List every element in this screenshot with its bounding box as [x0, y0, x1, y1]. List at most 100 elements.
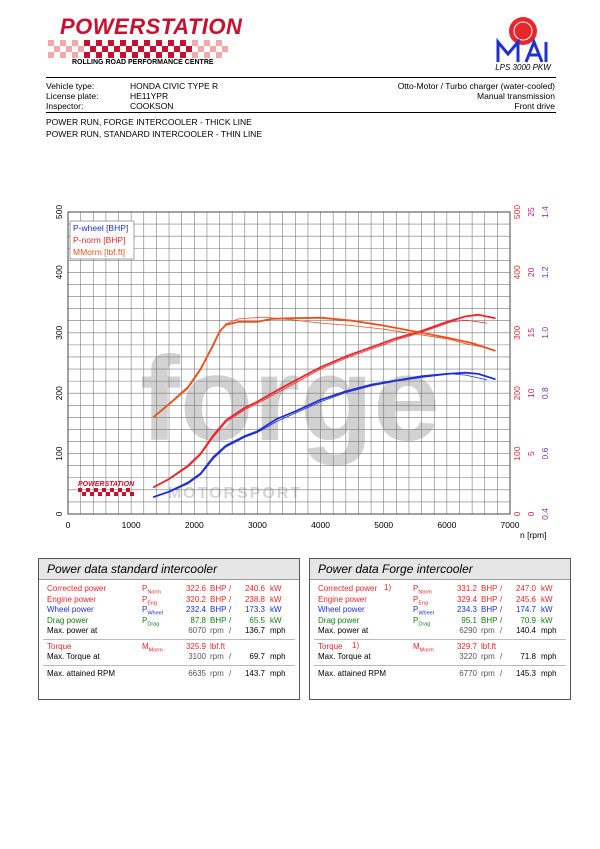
- checker-square: [72, 52, 78, 58]
- row-unit-2: kW: [270, 584, 282, 593]
- row-divider: /: [500, 668, 503, 678]
- row-unit-2: kW: [541, 605, 553, 614]
- row-unit-2: kW: [541, 594, 553, 604]
- y-left-tick-label: 0: [54, 511, 64, 516]
- checker-square: [102, 46, 108, 52]
- row-label: Engine power: [47, 594, 96, 604]
- y-right-power-tick-label: 400: [512, 265, 522, 279]
- y-right-ratio-tick-label: 0.8: [540, 387, 550, 399]
- x-axis-label: n [rpm]: [520, 530, 546, 540]
- logo-title: POWERSTATION: [60, 14, 243, 39]
- maha-logo: [496, 17, 548, 63]
- chart-logo-square: [122, 492, 126, 496]
- row-symbol-subscript: Wheel: [147, 610, 163, 617]
- row-unit-1: BHP: [210, 584, 227, 593]
- legend-entry-p-wheel: P-wheel [BHP]: [73, 223, 128, 233]
- license-plate-value: HE11YPR: [130, 91, 169, 101]
- row-symbol: PDrag: [142, 615, 160, 628]
- row-unit-2: kW: [541, 615, 553, 625]
- row-value-1: 87.8: [190, 615, 206, 625]
- license-plate-label: License plate:: [46, 91, 99, 101]
- checker-square: [174, 46, 180, 52]
- row-value-1: 95.1: [461, 615, 477, 625]
- checker-square: [54, 46, 60, 52]
- checker-square: [198, 46, 204, 52]
- row-value-2: 70.9: [520, 615, 536, 625]
- y-right-ratio-tick-label: 1.0: [540, 327, 550, 339]
- table-separator: [43, 664, 295, 666]
- row-value-1: 6070: [188, 626, 206, 635]
- row-label: Max. power at: [47, 626, 98, 635]
- checker-square: [180, 52, 186, 58]
- power-data-tables: Power data standard intercooler Corrected…: [38, 558, 571, 700]
- row-unit-1: BHP: [481, 594, 498, 604]
- row-symbol-subscript: Drag: [418, 621, 431, 628]
- checker-square: [162, 46, 168, 52]
- checker-square: [84, 40, 90, 46]
- legend-box: [69, 220, 135, 260]
- table-separator: [314, 638, 566, 640]
- row-unit-1: BHP: [210, 615, 227, 625]
- max-rpm-unit: rpm: [481, 668, 495, 678]
- y-left-tick-label: 300: [54, 325, 64, 339]
- row-divider: /: [500, 584, 503, 593]
- checker-square: [114, 46, 120, 52]
- drive-type: Front drive: [514, 101, 555, 111]
- max-rpm-value: 6635: [188, 668, 206, 678]
- max-rpm-speed-unit: mph: [270, 668, 286, 678]
- torque-unit: lbf.ft: [210, 641, 226, 651]
- row-symbol: PWheel: [142, 605, 163, 617]
- row-divider: /: [500, 652, 503, 661]
- row-value-1: 232.4: [185, 605, 206, 614]
- watermark-subtext: MOTORSPORT: [168, 485, 302, 502]
- run-line-standard: POWER RUN, STANDARD INTERCOOLER - THIN L…: [46, 129, 262, 139]
- dyno-model: LPS 3000 PKW: [495, 63, 551, 72]
- max-torque-rpm: 3100: [188, 652, 206, 661]
- vehicle-type-label: Vehicle type:: [46, 81, 95, 91]
- table-title: Power data standard intercooler: [39, 559, 299, 580]
- checker-square: [168, 52, 174, 58]
- checker-square: [138, 46, 144, 52]
- chart-logo-square: [78, 488, 82, 492]
- y-right-torque-tick-label: 20: [526, 267, 536, 277]
- checker-square: [66, 46, 72, 52]
- row-value-1: 6290: [459, 626, 477, 635]
- max-torque-speed: 69.7: [249, 652, 265, 661]
- header-rule-bottom: [46, 112, 556, 113]
- checker-square: [48, 52, 54, 58]
- legend-entry-p-norm: P-norm [BHP]: [73, 235, 125, 245]
- y-right-ratio-tick-label: 1.4: [540, 206, 550, 218]
- x-tick-label: 3000: [248, 520, 267, 530]
- checker-square: [84, 52, 90, 58]
- checker-square: [78, 46, 84, 52]
- torque-symbol: MMorm: [413, 641, 434, 654]
- row-label: Corrected power: [318, 584, 378, 593]
- checker-square: [168, 40, 174, 46]
- logo-subtitle: ROLLING ROAD PERFORMANCE CENTRE: [72, 59, 214, 66]
- row-symbol-subscript: Eng: [147, 600, 158, 607]
- torque-label: Torque: [47, 641, 72, 651]
- transmission: Manual transmission: [477, 91, 555, 101]
- table-separator: [314, 664, 566, 666]
- row-symbol: PDrag: [413, 615, 431, 628]
- row-symbol: PWheel: [413, 605, 434, 617]
- row-divider: /: [229, 668, 232, 678]
- torque-symbol: MMorm: [142, 641, 163, 654]
- max-rpm-unit: rpm: [210, 668, 224, 678]
- x-tick-label: 6000: [437, 520, 456, 530]
- checker-square: [120, 40, 126, 46]
- y-right-torque-tick-label: 5: [526, 451, 536, 456]
- max-rpm-label: Max. attained RPM: [47, 668, 116, 678]
- checker-square: [192, 52, 198, 58]
- row-symbol-subscript: Norm: [147, 589, 161, 596]
- x-tick-label: 1000: [122, 520, 141, 530]
- table-separator: [43, 638, 295, 640]
- series-line-standard-mmorm-lbf-ft: [152, 316, 488, 418]
- y-right-torque-tick-label: 0: [526, 511, 536, 516]
- row-label: Corrected power: [47, 584, 107, 593]
- y-right-ratio-tick-label: 0.4: [540, 508, 550, 520]
- y-right-power-tick-label: 500: [512, 205, 522, 219]
- checker-square: [96, 40, 102, 46]
- row-value-2: 247.0: [515, 584, 536, 593]
